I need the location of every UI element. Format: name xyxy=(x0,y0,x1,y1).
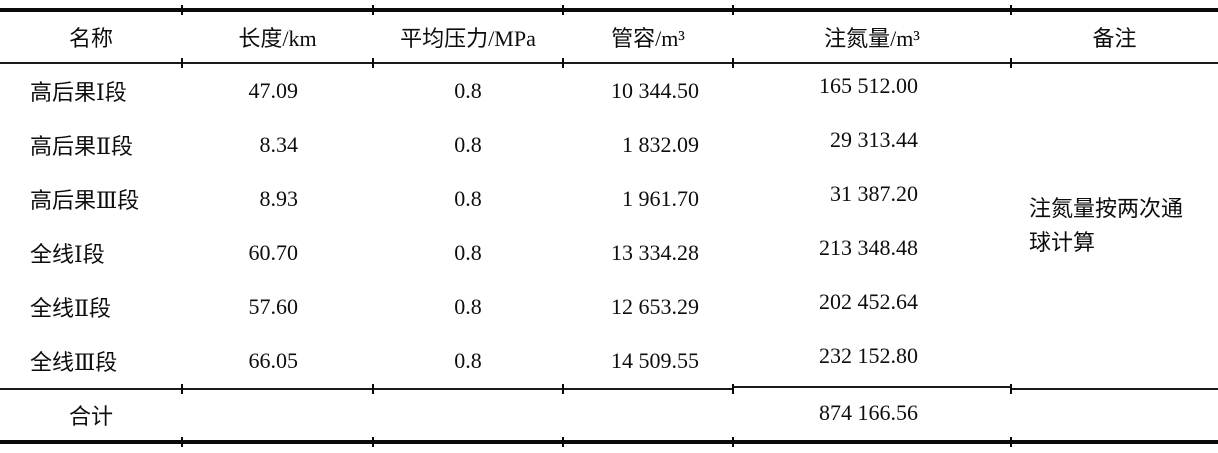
cell-volume: 14 509.55 xyxy=(611,348,699,373)
cell-volume: 13 334.28 xyxy=(611,240,699,265)
total-nitrogen: 874 166.56 xyxy=(733,386,1011,438)
column-boundary-tick xyxy=(1010,384,1012,394)
column-boundary-tick xyxy=(732,437,734,447)
cell-nitrogen: 165 512.00 xyxy=(819,73,918,98)
cell-length: 47.09 xyxy=(248,78,299,103)
cell-nitrogen: 213 348.48 xyxy=(819,235,918,260)
column-boundary-tick xyxy=(562,5,564,15)
column-boundary-tick xyxy=(181,384,183,394)
column-boundary-tick xyxy=(372,384,374,394)
cell-pressure: 0.8 xyxy=(454,348,482,373)
cell-volume: 12 653.29 xyxy=(611,294,699,319)
column-boundary-tick xyxy=(181,5,183,15)
nitrogen-injection-table: 名称 长度/km 平均压力/MPa 管容/m³ 注氮量/m³ 备注 高后果Ⅰ段 … xyxy=(0,5,1218,447)
cell-length: 8.34 xyxy=(259,132,299,157)
column-boundary-tick xyxy=(372,5,374,15)
column-boundary-tick xyxy=(732,58,734,68)
col-header-pressure: 平均压力/MPa xyxy=(373,12,563,64)
cell-name: 全线Ⅱ段 xyxy=(30,296,111,321)
column-boundary-tick xyxy=(562,384,564,394)
total-empty-volume xyxy=(563,388,733,440)
column-boundary-tick xyxy=(732,384,734,394)
cell-volume: 1 961.70 xyxy=(622,186,699,211)
col-header-name: 名称 xyxy=(0,12,182,64)
column-boundary-tick xyxy=(732,5,734,15)
cell-pressure: 0.8 xyxy=(454,78,482,103)
cell-nitrogen: 232 152.80 xyxy=(819,343,918,368)
column-boundary-tick xyxy=(181,437,183,447)
cell-name: 全线Ⅲ段 xyxy=(30,350,118,375)
remark-text: 注氮量按两次通球计算 xyxy=(1029,196,1184,255)
cell-name: 高后果Ⅰ段 xyxy=(30,80,127,105)
cell-name: 高后果Ⅱ段 xyxy=(30,134,133,159)
cell-length: 8.93 xyxy=(259,186,299,211)
col-header-nitrogen: 注氮量/m³ xyxy=(733,12,1011,64)
total-empty-remark xyxy=(1011,388,1218,440)
cell-name: 高后果Ⅲ段 xyxy=(30,188,140,213)
cell-length: 66.05 xyxy=(248,348,299,373)
cell-length: 60.70 xyxy=(248,240,299,265)
column-boundary-tick xyxy=(181,58,183,68)
column-boundary-tick xyxy=(1010,58,1012,68)
cell-volume: 1 832.09 xyxy=(622,132,699,157)
col-header-length: 长度/km xyxy=(182,12,373,64)
cell-pressure: 0.8 xyxy=(454,240,482,265)
cell-pressure: 0.8 xyxy=(454,132,482,157)
column-boundary-tick xyxy=(372,437,374,447)
column-boundary-tick xyxy=(1010,5,1012,15)
remark-cell: 注氮量按两次通球计算 xyxy=(1011,64,1218,388)
cell-pressure: 0.8 xyxy=(454,186,482,211)
cell-length: 57.60 xyxy=(248,294,299,319)
col-header-volume: 管容/m³ xyxy=(563,12,733,64)
column-boundary-tick xyxy=(562,437,564,447)
column-boundary-tick xyxy=(1010,437,1012,447)
column-boundary-tick xyxy=(372,58,374,68)
cell-nitrogen: 202 452.64 xyxy=(819,289,918,314)
column-boundary-tick xyxy=(562,58,564,68)
total-empty-pressure xyxy=(373,388,563,440)
cell-name: 全线Ⅰ段 xyxy=(30,242,105,267)
cell-nitrogen: 31 387.20 xyxy=(830,181,918,206)
total-empty-length xyxy=(182,388,373,440)
cell-nitrogen: 29 313.44 xyxy=(830,127,918,152)
cell-volume: 10 344.50 xyxy=(611,78,699,103)
col-header-remark: 备注 xyxy=(1011,12,1218,64)
total-label: 合计 xyxy=(0,388,182,440)
cell-pressure: 0.8 xyxy=(454,294,482,319)
